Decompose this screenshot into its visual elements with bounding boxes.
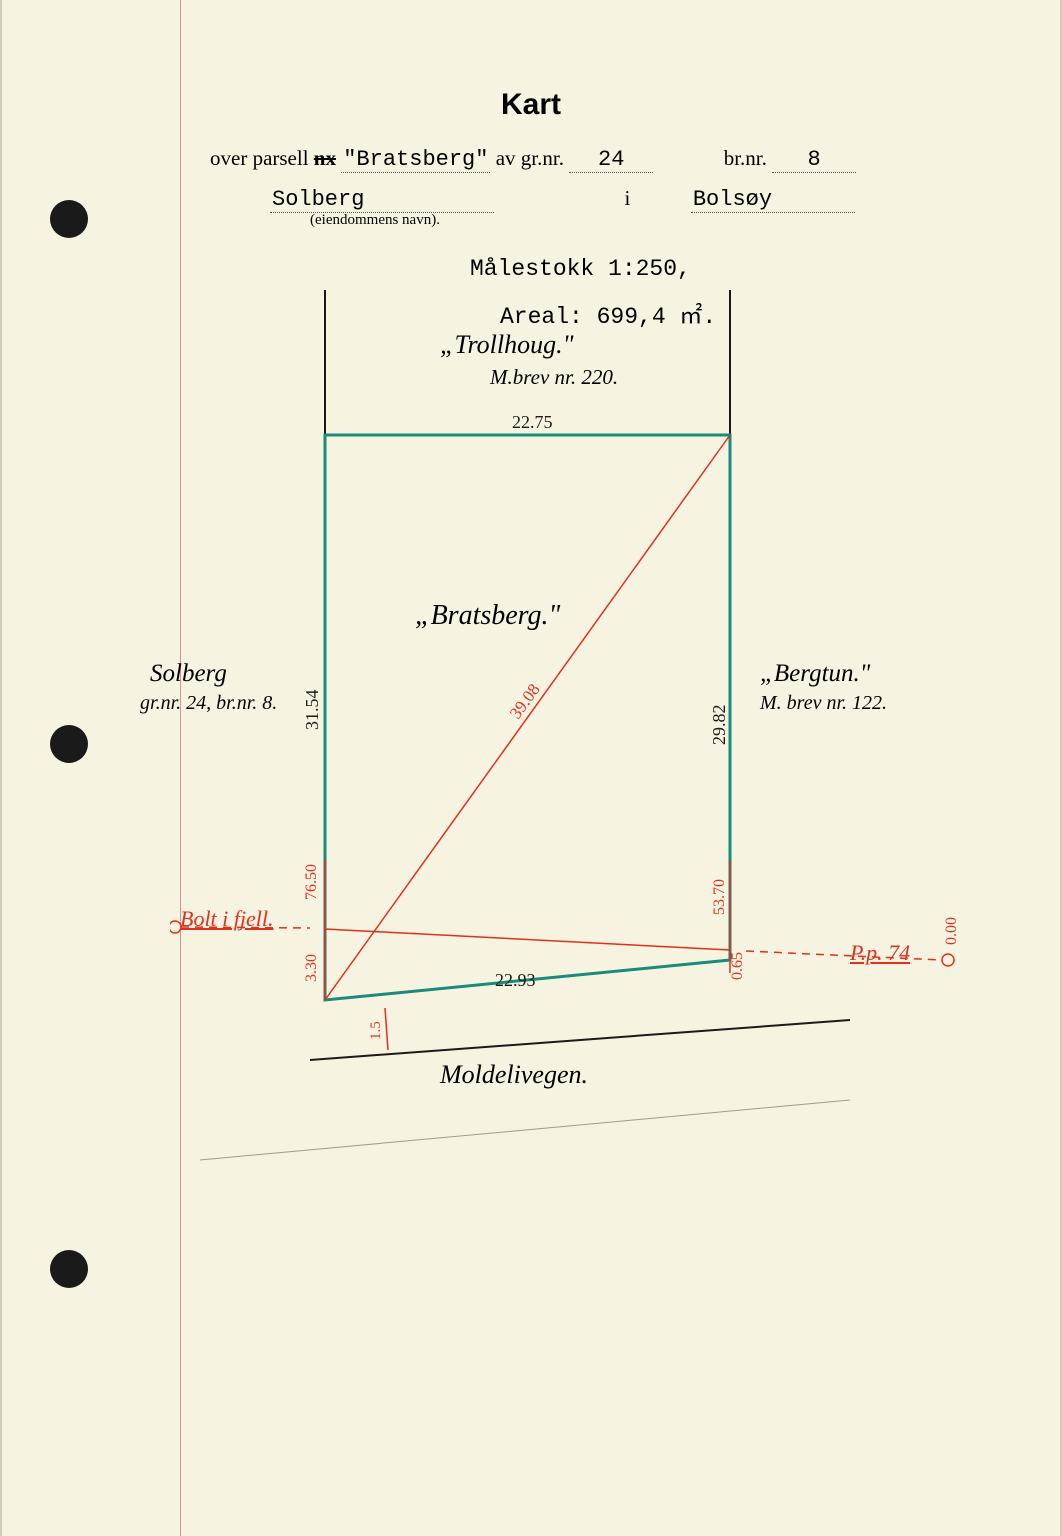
diagram-svg: 22.75 31.54 29.82 22.93 39.08 76.50 3.30… [170,260,1040,1310]
svg-text:39.08: 39.08 [506,680,544,722]
svg-text:22.75: 22.75 [512,412,553,432]
municipality: Bolsøy [691,187,855,213]
parcel-name: "Bratsberg" [341,147,490,173]
form-line-2: Solberg i Bolsøy [270,186,855,213]
page-title: Kart [0,88,1062,122]
neighbor-right-ref: M. brev nr. 122. [760,692,887,715]
center-label: „Bratsberg." [415,600,560,632]
grnr-value: 24 [569,147,653,173]
svg-text:3.30: 3.30 [303,954,320,982]
svg-text:76.50: 76.50 [303,864,320,900]
road-label: Moldelivegen. [440,1060,588,1090]
brnr-value: 8 [772,147,856,173]
struck-nx: nx [314,146,336,170]
survey-diagram: 22.75 31.54 29.82 22.93 39.08 76.50 3.30… [170,260,1040,1310]
label: i [625,186,631,210]
document-page: Kart over parsell nx "Bratsberg" av gr.n… [0,0,1062,1536]
svg-text:22.93: 22.93 [495,970,536,990]
neighbor-left: Solberg [150,660,227,688]
neighbor-right: „Bergtun." [760,660,870,688]
punch-hole [50,725,88,763]
bolt-label: Bolt i fjell. [180,906,274,932]
label: av gr.nr. [496,146,564,170]
svg-text:53.70: 53.70 [711,879,728,915]
svg-text:29.82: 29.82 [709,705,729,746]
neighbor-top: „Trollhoug." [440,330,574,360]
property-name: Solberg [270,187,494,213]
neighbor-top-ref: M.brev nr. 220. [490,365,618,390]
punch-hole [50,1250,88,1288]
svg-text:31.54: 31.54 [302,690,322,731]
svg-text:1.5: 1.5 [368,1021,384,1040]
svg-text:0.65: 0.65 [729,952,746,980]
label: br.nr. [724,146,767,170]
svg-text:0.00: 0.00 [943,917,960,945]
punch-hole [50,200,88,238]
form-line-1: over parsell nx "Bratsberg" av gr.nr. 24… [210,146,856,173]
neighbor-left-ref: gr.nr. 24, br.nr. 8. [140,692,277,715]
pp-label: P.p. 74 [850,940,910,966]
label: over parsell [210,146,314,170]
property-subnote: (eiendommens navn). [310,212,440,229]
